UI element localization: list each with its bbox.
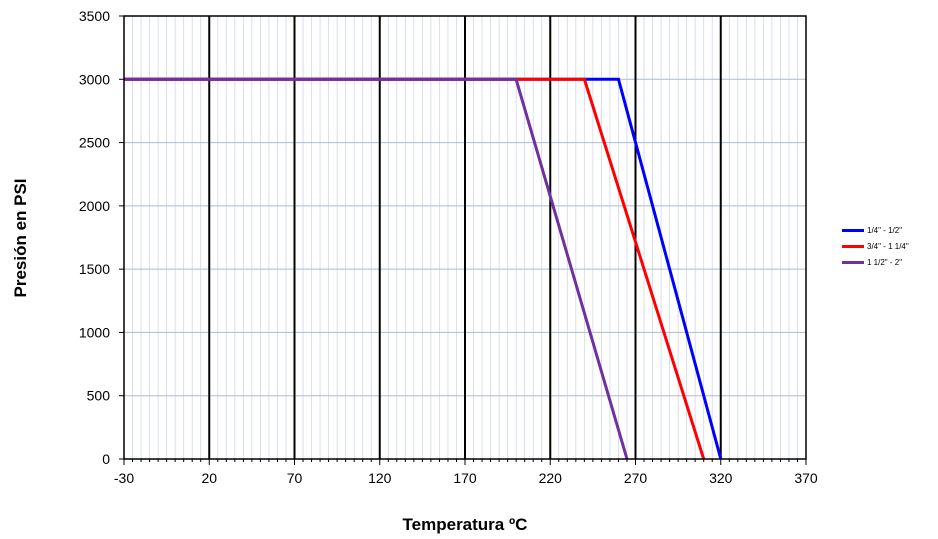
x-tick-label: 320 [709, 470, 733, 486]
legend-swatch [842, 244, 864, 248]
y-tick-label: 2000 [79, 198, 110, 214]
x-axis-title: Temperatura ºC [403, 515, 528, 534]
legend-label: 3/4" - 1 1/4" [867, 241, 909, 251]
x-tick-label: -30 [114, 470, 134, 486]
series-lines [124, 77, 723, 460]
legend-item: 3/4" - 1 1/4" [842, 238, 938, 254]
legend-swatch [842, 228, 864, 232]
legend-label: 1/4" - 1/2" [867, 225, 903, 235]
legend-label: 1 1/2" - 2" [867, 257, 903, 267]
minor-gridlines [132, 16, 798, 459]
x-tick-label: 120 [368, 470, 392, 486]
vertical-gridlines [208, 16, 722, 459]
legend: 1/4" - 1/2" 3/4" - 1 1/4" 1 1/2" - 2" [842, 222, 938, 270]
y-tick-label: 3500 [79, 8, 110, 24]
x-tick-label: 370 [794, 470, 818, 486]
x-tick-label: 70 [287, 470, 303, 486]
legend-swatch [842, 260, 864, 264]
x-tick-label: 170 [453, 470, 477, 486]
legend-item: 1 1/2" - 2" [842, 254, 938, 270]
y-tick-label: 0 [102, 451, 110, 467]
y-axis-ticks: 0 500 1000 1500 2000 2500 3000 3500 [79, 8, 124, 467]
legend-item: 1/4" - 1/2" [842, 222, 938, 238]
x-tick-label: 20 [201, 470, 217, 486]
y-tick-label: 2500 [79, 135, 110, 151]
x-tick-label: 220 [539, 470, 563, 486]
y-axis-title: Presión en PSI [11, 178, 30, 297]
series-line-3 [124, 77, 629, 460]
y-tick-label: 3000 [79, 71, 110, 87]
y-tick-label: 500 [87, 388, 111, 404]
x-tick-label: 270 [624, 470, 648, 486]
x-axis-ticks: -30 20 70 120 170 220 270 320 370 [114, 459, 818, 486]
y-tick-label: 1500 [79, 261, 110, 277]
y-tick-label: 1000 [79, 324, 110, 340]
